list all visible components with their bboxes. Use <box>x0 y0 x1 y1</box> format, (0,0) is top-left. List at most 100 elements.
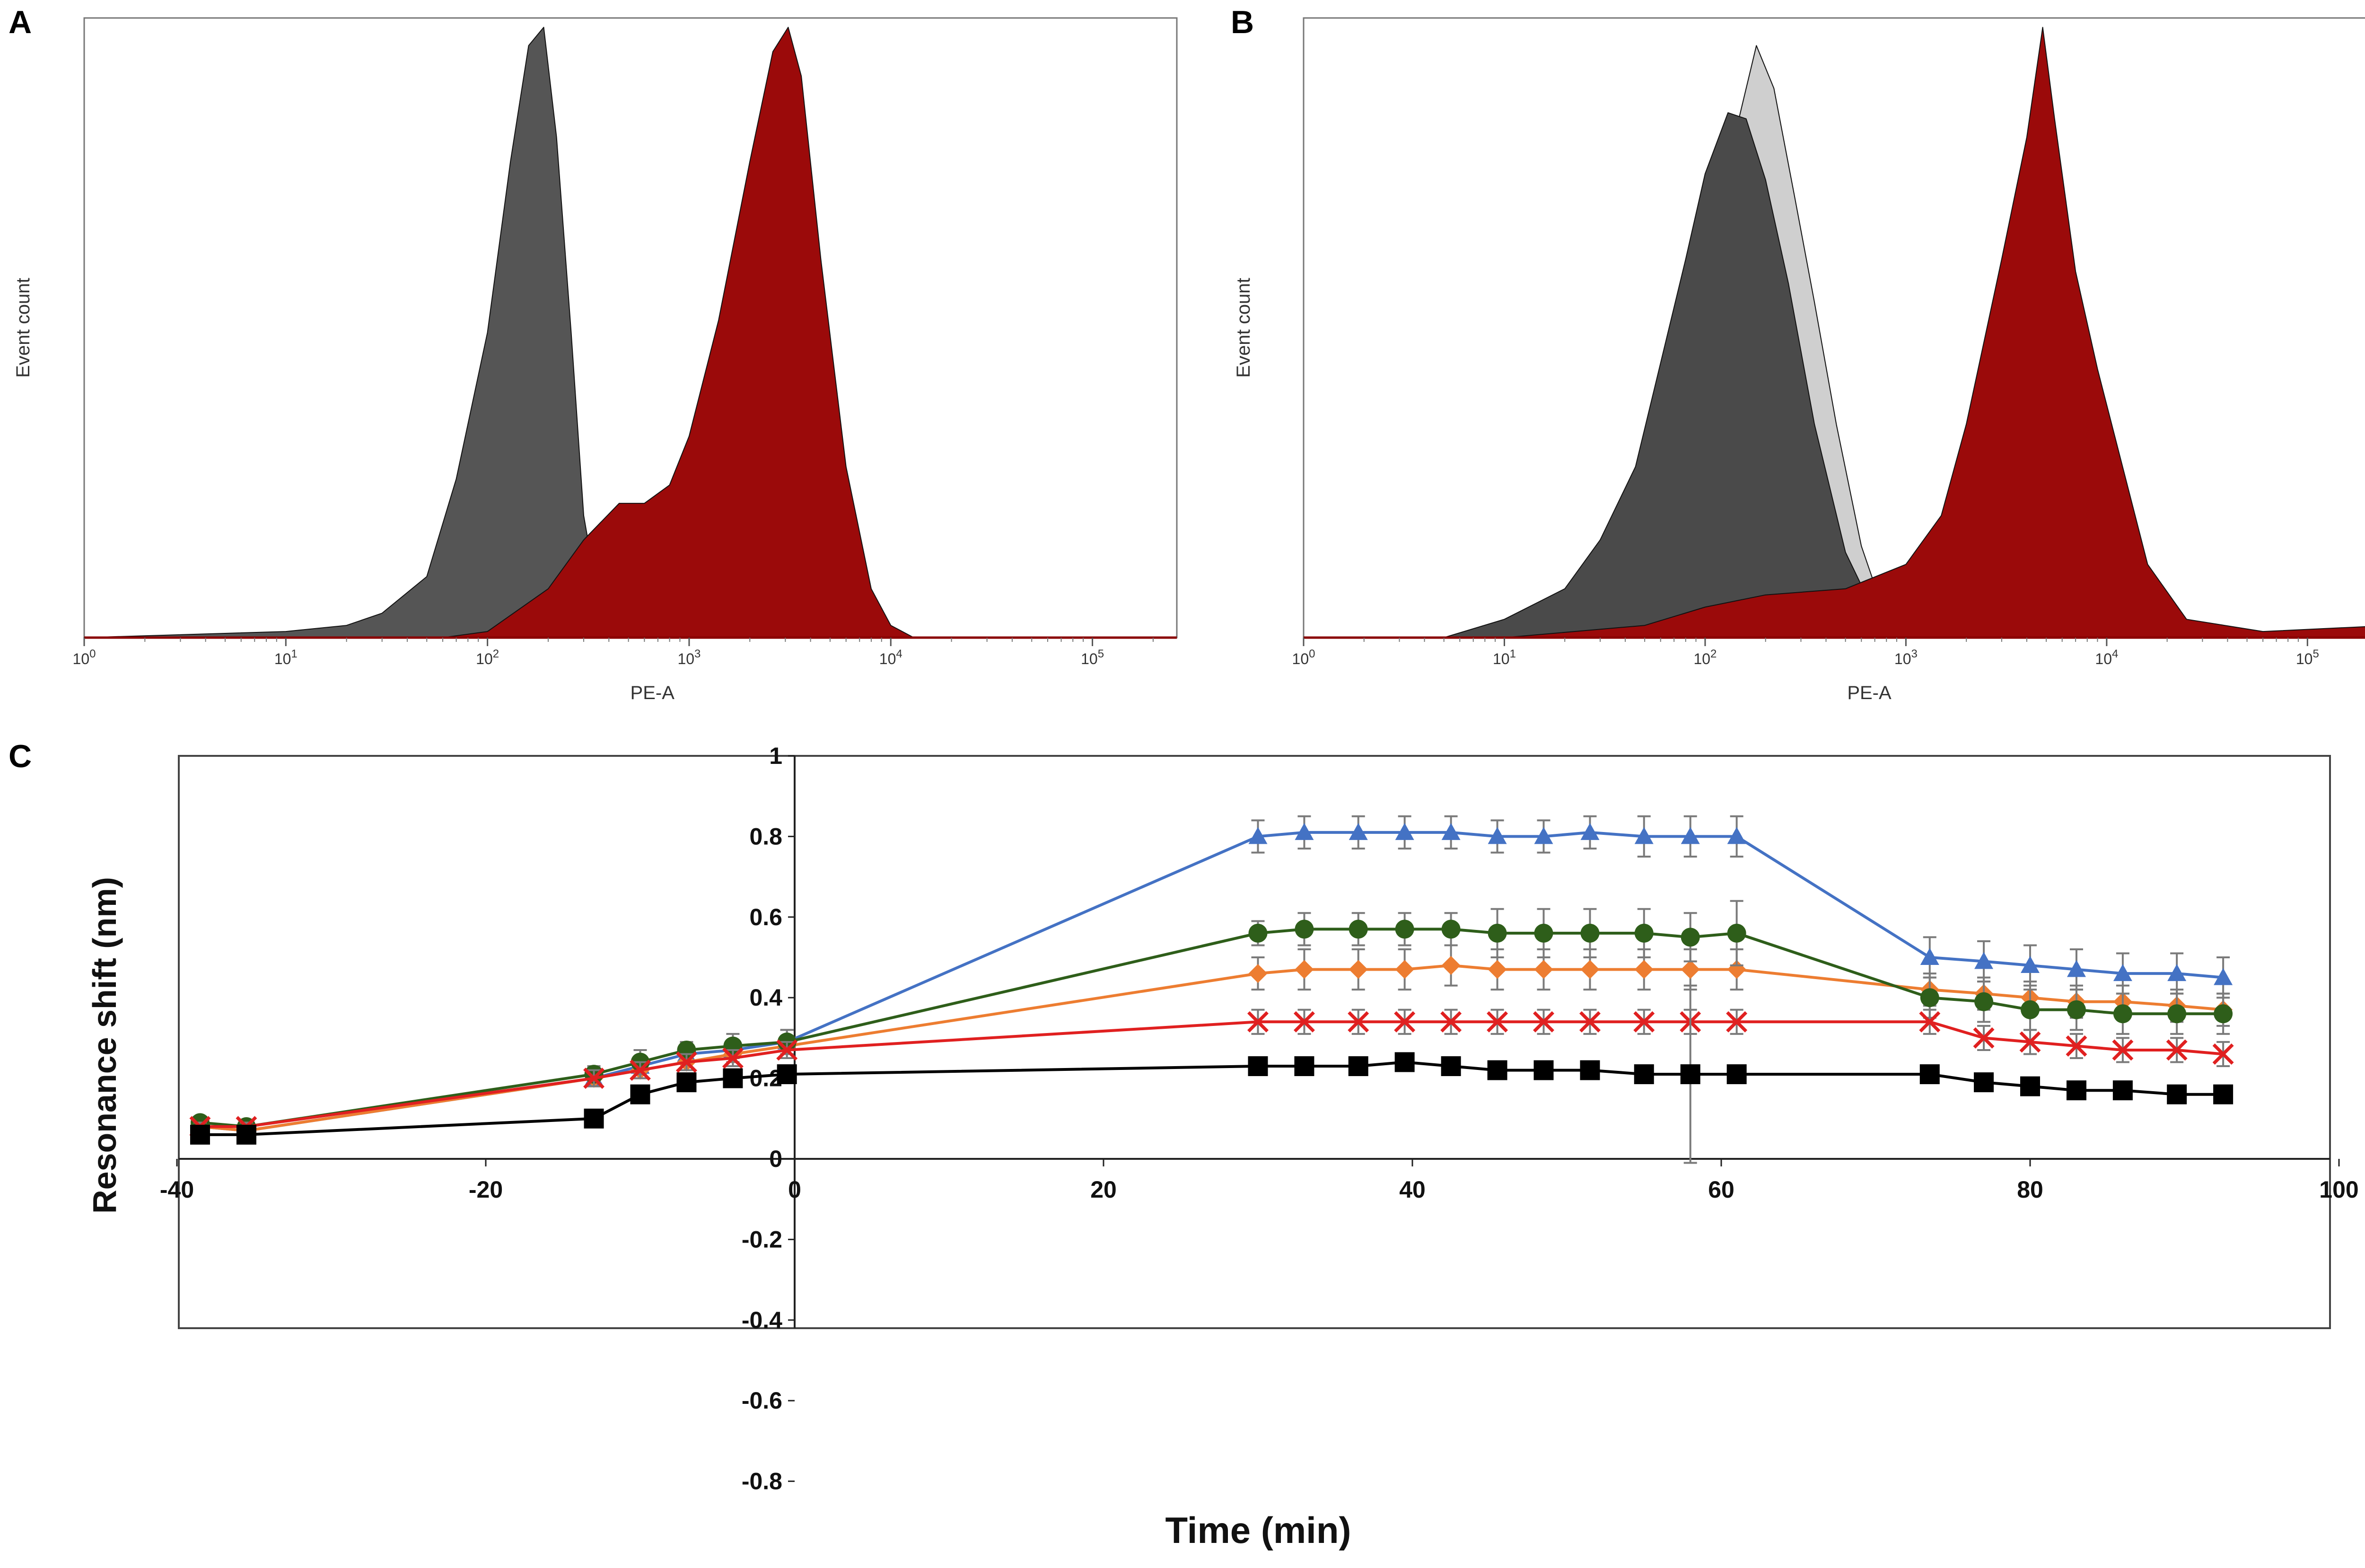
series-19lf6-1-0-5-250-g-ml <box>189 1008 2234 1138</box>
x-tick-label-exponent: 4 <box>2112 648 2118 660</box>
point-19lf6-1-0-5-250-g-ml <box>2166 1039 2188 1061</box>
x-tick-label-3: 103 <box>1894 648 1918 667</box>
point-19lf6-1-2-500-g-ml <box>1580 823 1600 840</box>
y-tick-label-0-8: 0.8 <box>749 823 782 850</box>
y-tick-label-0-2: -0.2 <box>742 1226 782 1253</box>
point-do11-10-1-2-1000-g-ml <box>2066 1080 2086 1101</box>
x-tick-label-base: 10 <box>73 650 90 667</box>
y-axis-title: Resonance shift (nm) <box>86 877 123 1214</box>
point-19lf6-1-0-5-500-g-ml <box>1534 923 1553 943</box>
point-19lf6-1-2-500-g-ml <box>1681 827 1700 844</box>
x-tick-label-40: 40 <box>1399 1176 1426 1203</box>
point-19lf6-1-0-5-500-g-ml <box>2067 1000 2086 1019</box>
y-tick-label-0-2: 0.2 <box>749 1065 782 1092</box>
y-tick-label-0-6: -0.6 <box>742 1387 782 1414</box>
y-tick-label-0-4: 0.4 <box>749 984 782 1011</box>
x-tick-label-5: 105 <box>1081 648 1104 667</box>
point-19lf6-1-0-5-500-g-ml <box>1349 920 1368 939</box>
x-tick-label-0: 0 <box>788 1176 801 1203</box>
x-tick-label-exponent: 5 <box>2312 648 2319 660</box>
x-axis-title: Time (min) <box>1165 1509 1351 1551</box>
point-19lf6-1-0-5-500-g-ml <box>1488 923 1507 943</box>
point-19lf6-1-0-5-500-g-ml <box>1248 923 1268 943</box>
point-19lf6-1-0-5-500-g-ml <box>2214 1004 2233 1024</box>
point-do11-10-1-2-1000-g-ml <box>1441 1056 1461 1077</box>
point-19lf6-1-2-500-g-ml <box>1920 948 1939 965</box>
x-tick-label-exponent: 2 <box>1710 648 1717 660</box>
point-19lf6-1-0-5-500-g-ml <box>1727 923 1746 943</box>
histogram-19lf6-stained <box>442 26 914 638</box>
point-19lf6-1-2-250-g-ml <box>1580 960 1600 979</box>
x-tick-label-exponent: 3 <box>1911 648 1918 660</box>
point-19lf6-1-0-5-250-g-ml <box>722 1047 744 1069</box>
point-19lf6-1-2-500-g-ml <box>1248 827 1268 844</box>
line-chart-c: -40 -20 0 20 40 60 80 100-0.8-0.6-0.4-0.200.20.… <box>86 743 2359 1551</box>
point-do11-10-1-2-1000-g-ml <box>190 1124 210 1145</box>
x-tick-label-base: 10 <box>2095 650 2112 667</box>
point-19lf6-1-0-5-500-g-ml <box>2021 1000 2040 1019</box>
point-do11-10-1-2-1000-g-ml <box>236 1124 256 1145</box>
y-axis-title: Event count <box>1233 278 1254 377</box>
point-do11-10-1-2-1000-g-ml <box>676 1072 697 1093</box>
point-19lf6-1-2-250-g-ml <box>1441 956 1461 975</box>
histogram-19lf6-stained <box>1504 26 2365 638</box>
point-19lf6-1-2-250-g-ml <box>1534 960 1553 979</box>
x-tick-label-base: 10 <box>476 650 493 667</box>
point-19lf6-1-2-500-g-ml <box>2214 968 2233 985</box>
x-tick-label-exponent: 0 <box>89 648 96 660</box>
point-19lf6-1-2-500-g-ml <box>2067 960 2086 977</box>
point-19lf6-1-2-250-g-ml <box>1488 960 1507 979</box>
point-19lf6-1-0-5-500-g-ml <box>2113 1004 2132 1024</box>
point-19lf6-1-2-500-g-ml <box>1349 823 1368 840</box>
x-tick-label-2: 102 <box>1693 648 1717 667</box>
point-19lf6-1-2-500-g-ml <box>1534 827 1553 844</box>
point-do11-10-1-2-1000-g-ml <box>1394 1052 1415 1072</box>
point-do11-10-1-2-1000-g-ml <box>2020 1076 2040 1096</box>
point-do11-10-1-2-1000-g-ml <box>1680 1064 1700 1085</box>
point-19lf6-1-0-5-500-g-ml <box>1681 928 1700 947</box>
x-axis-title: PE-A <box>631 683 675 703</box>
point-do11-10-1-2-1000-g-ml <box>1919 1064 1940 1085</box>
point-do11-10-1-2-1000-g-ml <box>1726 1064 1747 1085</box>
point-19lf6-1-0-5-250-g-ml <box>1348 1011 1369 1033</box>
point-19lf6-1-2-250-g-ml <box>1681 960 1700 979</box>
point-do11-10-1-2-1000-g-ml <box>2112 1080 2133 1101</box>
point-19lf6-1-0-5-250-g-ml <box>583 1068 605 1089</box>
x-tick-label-60: 60 <box>1708 1176 1734 1203</box>
point-19lf6-1-2-500-g-ml <box>1634 827 1654 844</box>
panel-label-c: C <box>9 738 32 774</box>
x-axis-title: PE-A <box>1847 683 1892 703</box>
y-tick-label-0-8: -0.8 <box>742 1468 782 1495</box>
x-tick-label-exponent: 5 <box>1098 648 1104 660</box>
point-19lf6-1-0-5-250-g-ml <box>675 1051 697 1073</box>
point-19lf6-1-0-5-250-g-ml <box>2066 1035 2087 1057</box>
point-19lf6-1-0-5-250-g-ml <box>1440 1011 1462 1033</box>
point-19lf6-1-0-5-250-g-ml <box>1633 1011 1655 1033</box>
point-do11-10-1-2-1000-g-ml <box>1294 1056 1314 1077</box>
point-do11-10-1-2-1000-g-ml <box>584 1108 604 1129</box>
point-19lf6-1-2-250-g-ml <box>1248 964 1268 983</box>
point-do11-10-1-2-1000-g-ml <box>777 1064 797 1085</box>
point-19lf6-1-0-5-500-g-ml <box>1920 988 1939 1007</box>
point-19lf6-1-2-250-g-ml <box>1295 960 1314 979</box>
panel-label-b: B <box>1231 4 1254 40</box>
x-tick-label-exponent: 4 <box>896 648 902 660</box>
x-tick-label-4: 104 <box>2095 648 2118 667</box>
point-19lf6-1-0-5-250-g-ml <box>630 1060 651 1081</box>
point-19lf6-1-2-500-g-ml <box>2167 964 2187 981</box>
y-tick-label-0-4: -0.4 <box>742 1307 782 1333</box>
point-19lf6-1-0-5-500-g-ml <box>1974 992 1994 1011</box>
point-do11-10-1-2-1000-g-ml <box>1580 1060 1600 1080</box>
point-do11-10-1-2-1000-g-ml <box>1634 1064 1654 1085</box>
x-tick-label-base: 10 <box>1493 650 1510 667</box>
x-tick-label-base: 10 <box>1292 650 1309 667</box>
x-tick-label-20: -20 <box>469 1176 503 1203</box>
point-19lf6-1-2-250-g-ml <box>1349 960 1368 979</box>
point-19lf6-1-2-250-g-ml <box>1634 960 1654 979</box>
x-tick-label-base: 10 <box>274 650 291 667</box>
y-tick-label-0: 0 <box>769 1146 782 1172</box>
point-19lf6-1-0-5-250-g-ml <box>776 1039 798 1061</box>
x-tick-label-base: 10 <box>879 650 896 667</box>
point-19lf6-1-0-5-250-g-ml <box>1919 1011 1941 1033</box>
